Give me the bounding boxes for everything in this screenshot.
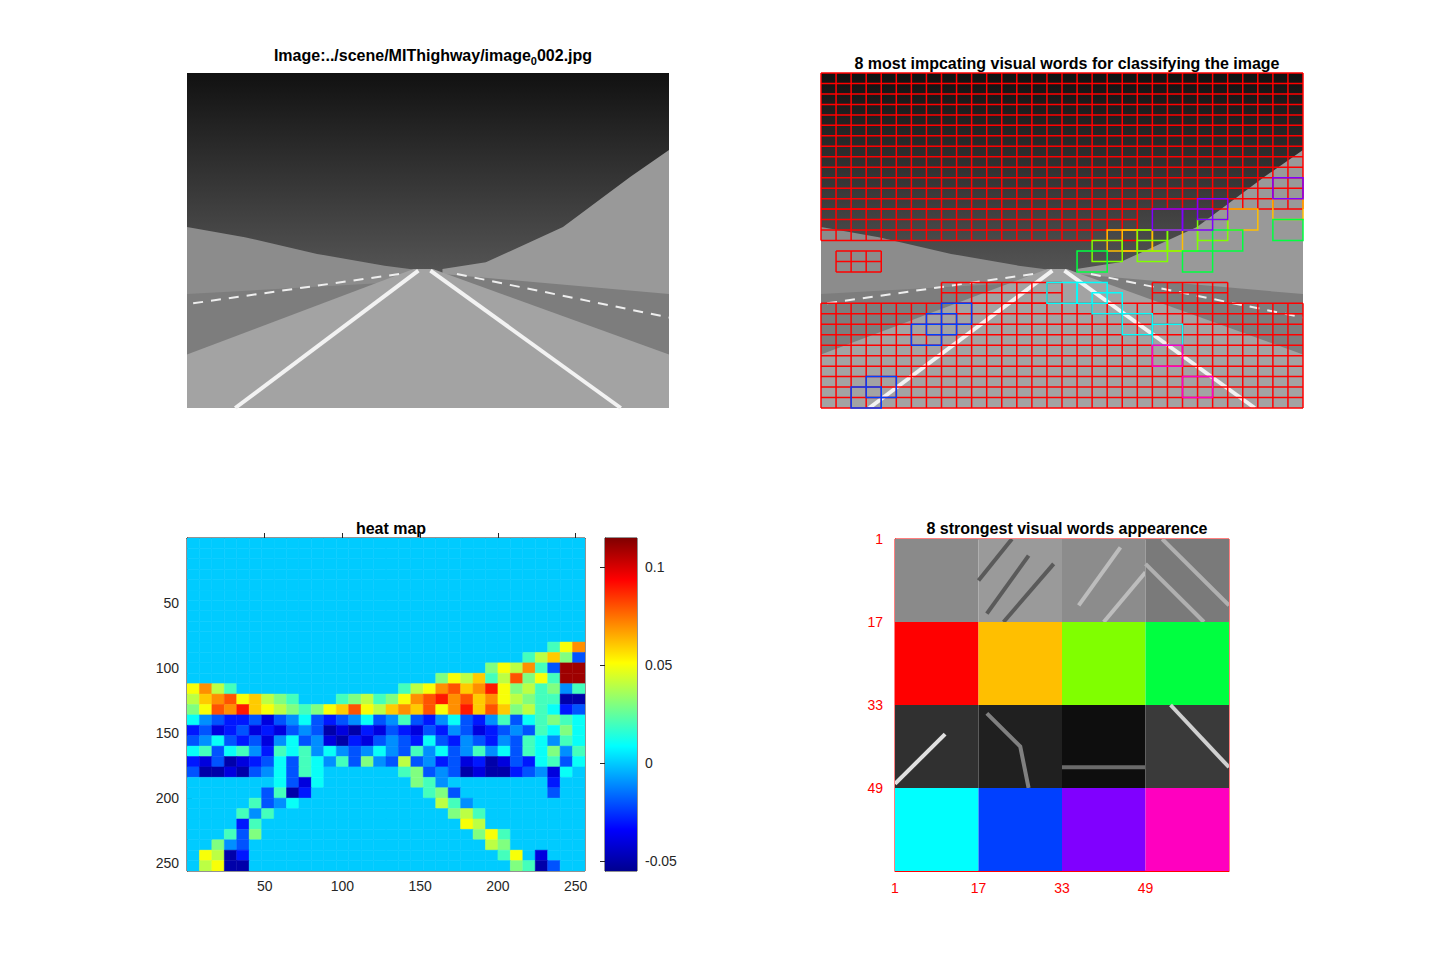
svg-text:33: 33 bbox=[867, 697, 883, 713]
svg-text:Image:../scene/MIThighway/imag: Image:../scene/MIThighway/image bbox=[274, 47, 531, 64]
svg-text:150: 150 bbox=[409, 878, 433, 894]
svg-text:49: 49 bbox=[1138, 880, 1154, 896]
svg-text:8 most impcating visual words: 8 most impcating visual words for classi… bbox=[855, 55, 1280, 72]
svg-text:heat map: heat map bbox=[356, 520, 426, 537]
svg-text:250: 250 bbox=[564, 878, 588, 894]
svg-text:1: 1 bbox=[891, 880, 899, 896]
svg-text:100: 100 bbox=[331, 878, 355, 894]
svg-text:33: 33 bbox=[1054, 880, 1070, 896]
svg-text:200: 200 bbox=[156, 790, 180, 806]
svg-text:250: 250 bbox=[156, 855, 180, 871]
svg-text:0.05: 0.05 bbox=[645, 657, 672, 673]
svg-text:50: 50 bbox=[163, 595, 179, 611]
svg-text:150: 150 bbox=[156, 725, 180, 741]
svg-text:49: 49 bbox=[867, 780, 883, 796]
svg-text:17: 17 bbox=[971, 880, 987, 896]
svg-text:0: 0 bbox=[530, 54, 537, 67]
svg-text:0.1: 0.1 bbox=[645, 559, 665, 575]
svg-text:002.jpg: 002.jpg bbox=[537, 47, 592, 64]
svg-text:0: 0 bbox=[645, 755, 653, 771]
svg-text:100: 100 bbox=[156, 660, 180, 676]
svg-text:200: 200 bbox=[486, 878, 510, 894]
svg-text:1: 1 bbox=[875, 531, 883, 547]
svg-text:50: 50 bbox=[257, 878, 273, 894]
svg-text:-0.05: -0.05 bbox=[645, 853, 677, 869]
svg-text:17: 17 bbox=[867, 614, 883, 630]
svg-text:8 strongest visual words appea: 8 strongest visual words appearence bbox=[927, 520, 1208, 537]
